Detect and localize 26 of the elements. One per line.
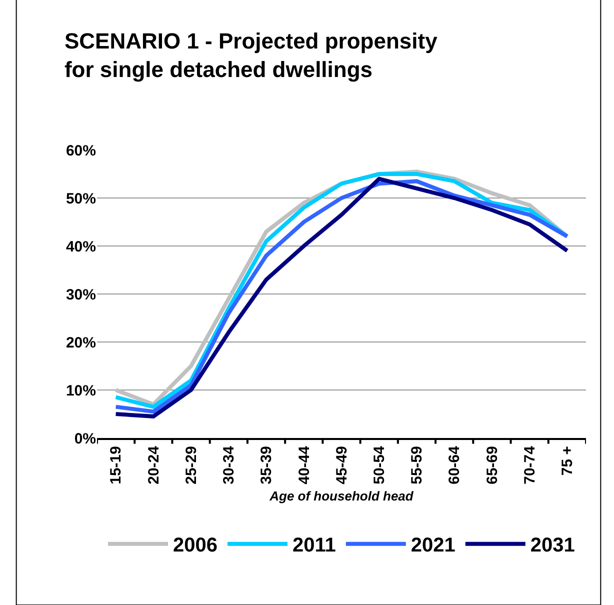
legend-label: 2006 xyxy=(173,534,218,557)
y-tick-label: 30% xyxy=(66,286,96,304)
x-tick-label: 15-19 xyxy=(108,446,125,484)
x-tick-label: 35-39 xyxy=(258,446,276,484)
chart-title: SCENARIO 1 - Projected propensity for single detached dwellings xyxy=(64,28,438,82)
legend-label: 2031 xyxy=(530,534,575,557)
x-tick-label: 45-49 xyxy=(333,446,350,484)
y-tick-label: 40% xyxy=(66,238,96,256)
x-tick-label: 60-64 xyxy=(446,445,464,484)
x-tick-label: 30-34 xyxy=(220,445,238,484)
x-tick-label: 25-29 xyxy=(182,446,200,484)
x-axis-title: Age of household head xyxy=(268,488,414,504)
x-tick-label: 40-44 xyxy=(296,445,313,484)
y-tick-label: 0% xyxy=(74,430,96,448)
x-tick-label: 65-69 xyxy=(484,446,501,484)
legend-label: 2011 xyxy=(292,534,336,557)
y-tick-label: 20% xyxy=(66,334,96,352)
x-tick-label: 20-24 xyxy=(145,445,162,484)
y-tick-label: 10% xyxy=(66,382,96,400)
x-tick-label: 55-59 xyxy=(408,446,426,484)
x-tick-label: 75 + xyxy=(559,446,576,476)
y-tick-label: 60% xyxy=(66,142,96,160)
y-tick-label: 50% xyxy=(66,190,96,208)
x-tick-label: 70-74 xyxy=(521,445,538,484)
x-tick-label: 50-54 xyxy=(370,445,388,484)
legend-label: 2021 xyxy=(410,534,456,557)
